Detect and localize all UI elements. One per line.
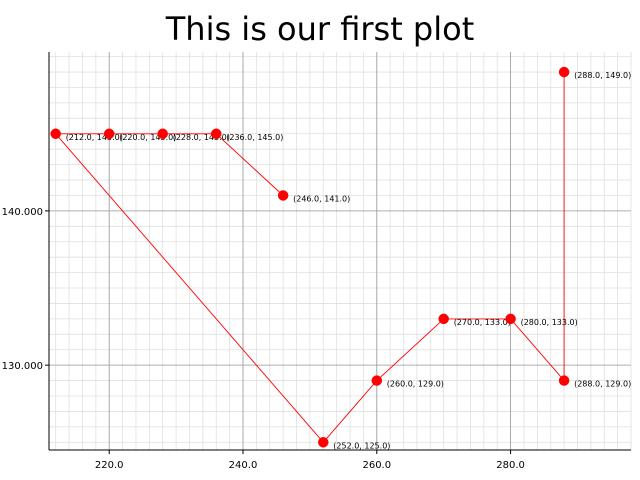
- y-tick-label: 130.000: [2, 361, 43, 372]
- data-point-label: (220.0, 145.0): [119, 133, 176, 142]
- data-point: [438, 313, 449, 325]
- data-point-label: (270.0, 133.0): [454, 318, 511, 327]
- data-point: [277, 190, 289, 201]
- data-point-label: (228.0, 145.0): [173, 133, 230, 142]
- data-point: [210, 128, 222, 140]
- data-point: [505, 313, 516, 325]
- data-point: [103, 128, 115, 140]
- x-tick-label: 260.0: [362, 460, 391, 471]
- data-point: [318, 437, 329, 448]
- data-point-label: (288.0, 149.0): [574, 71, 631, 80]
- data-point: [157, 128, 168, 140]
- data-point: [558, 375, 570, 386]
- data-point-label: (252.0, 125.0): [333, 441, 390, 450]
- data-point-label: (280.0, 133.0): [521, 318, 578, 327]
- data-point-label: (288.0, 129.0): [574, 380, 631, 389]
- chart-title: This is our first plot: [165, 10, 475, 48]
- data-point-label: (212.0, 145.0): [66, 133, 123, 142]
- data-point: [371, 375, 383, 386]
- plot-area: 220.0 240.0 260.0 280.0 130.000 140.000 (212.0…: [2, 52, 632, 471]
- data-point-label: (260.0, 129.0): [387, 380, 444, 389]
- data-point-label: (236.0, 145.0): [226, 133, 283, 142]
- x-tick-label: 240.0: [229, 460, 258, 471]
- data-point: [558, 66, 570, 78]
- y-tick-label: 140.000: [2, 207, 43, 218]
- data-point-label: (246.0, 141.0): [293, 194, 350, 203]
- x-tick-label: 220.0: [95, 460, 124, 471]
- data-point: [50, 128, 61, 140]
- x-tick-label: 280.0: [496, 460, 525, 471]
